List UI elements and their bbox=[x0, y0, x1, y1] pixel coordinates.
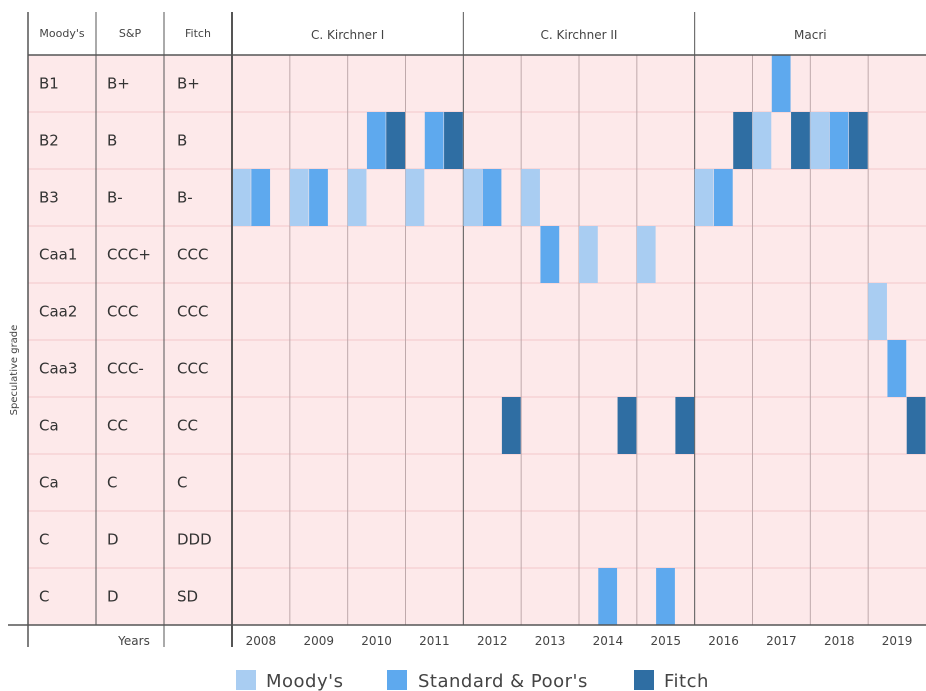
rating-mark-moody-s-2008 bbox=[232, 169, 251, 226]
legend-label-moody-s: Moody's bbox=[266, 671, 343, 691]
rating-mark-fitch-2010 bbox=[386, 112, 405, 169]
agency-header: Fitch bbox=[185, 27, 211, 40]
rating-mark-standard-poor-s-2015 bbox=[656, 568, 675, 625]
rating-label: D bbox=[107, 531, 119, 549]
rating-mark-fitch-2017 bbox=[791, 112, 810, 169]
rating-mark-standard-poor-s-2011 bbox=[424, 112, 444, 169]
rating-mark-fitch-2014 bbox=[617, 397, 637, 454]
year-tick-label: 2008 bbox=[246, 634, 277, 648]
rating-mark-moody-s-2012 bbox=[463, 169, 483, 226]
year-tick-label: 2019 bbox=[882, 634, 913, 648]
rating-mark-moody-s-2018 bbox=[810, 112, 830, 169]
rating-mark-moody-s-2019 bbox=[868, 283, 887, 340]
rating-label: B bbox=[177, 132, 187, 150]
year-tick-label: 2018 bbox=[824, 634, 855, 648]
year-tick-label: 2010 bbox=[361, 634, 392, 648]
rating-label: B+ bbox=[177, 75, 200, 93]
rating-mark-fitch-2011 bbox=[444, 112, 463, 169]
rating-label: Caa2 bbox=[39, 303, 77, 321]
legend-label-standard-poor-s: Standard & Poor's bbox=[418, 671, 588, 691]
agency-header: S&P bbox=[119, 27, 142, 40]
rating-mark-standard-poor-s-2018 bbox=[829, 112, 849, 169]
year-tick-label: 2012 bbox=[477, 634, 508, 648]
rating-label: Caa3 bbox=[39, 360, 77, 378]
legend-label-fitch: Fitch bbox=[664, 671, 709, 691]
rating-mark-standard-poor-s-2013 bbox=[540, 226, 560, 283]
rating-label: B bbox=[107, 132, 117, 150]
rating-label: DDD bbox=[177, 531, 212, 549]
rating-mark-moody-s-2009 bbox=[289, 169, 309, 226]
year-tick-label: 2009 bbox=[303, 634, 334, 648]
rating-label: B1 bbox=[39, 75, 59, 93]
legend-swatch-moody-s bbox=[236, 670, 256, 690]
rating-label: SD bbox=[177, 588, 198, 606]
rating-label: C bbox=[39, 531, 49, 549]
rating-mark-moody-s-2011 bbox=[405, 169, 425, 226]
rating-label: C bbox=[107, 474, 117, 492]
rating-label: B+ bbox=[107, 75, 130, 93]
rating-label: B2 bbox=[39, 132, 59, 150]
year-tick-label: 2015 bbox=[650, 634, 681, 648]
rating-mark-standard-poor-s-2017 bbox=[771, 55, 791, 112]
rating-label: Caa1 bbox=[39, 246, 77, 264]
rating-label: B- bbox=[107, 189, 123, 207]
rating-mark-standard-poor-s-2010 bbox=[366, 112, 386, 169]
years-label: Years bbox=[117, 634, 150, 648]
rating-label: CCC+ bbox=[107, 246, 151, 264]
rating-label: CC bbox=[177, 417, 198, 435]
rating-label: Ca bbox=[39, 417, 59, 435]
legend-swatch-fitch bbox=[634, 670, 654, 690]
rating-mark-standard-poor-s-2012 bbox=[482, 169, 502, 226]
period-label: C. Kirchner I bbox=[311, 28, 384, 42]
rating-label: CC bbox=[107, 417, 128, 435]
year-tick-label: 2011 bbox=[419, 634, 450, 648]
rating-mark-fitch-2018 bbox=[848, 112, 868, 169]
chart-labels: Moody's S&P Fitch C. Kirchner I C. Kirchner … bbox=[9, 27, 912, 648]
rating-mark-moody-s-2014 bbox=[579, 226, 598, 283]
year-tick-label: 2016 bbox=[708, 634, 739, 648]
rating-marks bbox=[232, 55, 926, 625]
grid-lines bbox=[28, 12, 926, 625]
rating-mark-fitch-2015 bbox=[675, 397, 695, 454]
rating-mark-moody-s-2010 bbox=[347, 169, 367, 226]
rating-mark-moody-s-2017 bbox=[752, 112, 772, 169]
rating-label: CCC bbox=[107, 303, 138, 321]
rating-mark-standard-poor-s-2008 bbox=[251, 169, 271, 226]
rating-label: CCC- bbox=[107, 360, 144, 378]
rating-mark-fitch-2019 bbox=[906, 397, 926, 454]
rating-label: CCC bbox=[177, 246, 208, 264]
side-axis-label: Speculative grade bbox=[9, 325, 20, 416]
agency-header: Moody's bbox=[39, 27, 84, 40]
rating-label: B3 bbox=[39, 189, 59, 207]
chart-legend: Moody's Standard & Poor's Fitch bbox=[236, 670, 709, 691]
chart-frame bbox=[8, 12, 926, 647]
rating-mark-standard-poor-s-2009 bbox=[309, 169, 328, 226]
rating-label: C bbox=[177, 474, 187, 492]
rating-mark-standard-poor-s-2014 bbox=[598, 568, 618, 625]
rating-mark-fitch-2016 bbox=[733, 112, 752, 169]
rating-label: B- bbox=[177, 189, 193, 207]
period-label: C. Kirchner II bbox=[541, 28, 618, 42]
year-tick-label: 2014 bbox=[593, 634, 624, 648]
rating-mark-standard-poor-s-2019 bbox=[887, 340, 907, 397]
year-tick-label: 2017 bbox=[766, 634, 797, 648]
rating-mark-moody-s-2013 bbox=[521, 169, 540, 226]
rating-label: D bbox=[107, 588, 119, 606]
rating-mark-moody-s-2015 bbox=[636, 226, 656, 283]
legend-swatch-standard-poor-s bbox=[387, 670, 407, 690]
rating-label: Ca bbox=[39, 474, 59, 492]
rating-label: CCC bbox=[177, 360, 208, 378]
rating-mark-moody-s-2016 bbox=[694, 169, 714, 226]
period-label: Macri bbox=[794, 28, 827, 42]
year-tick-label: 2013 bbox=[535, 634, 566, 648]
rating-mark-fitch-2012 bbox=[501, 397, 521, 454]
rating-mark-standard-poor-s-2016 bbox=[713, 169, 733, 226]
rating-label: C bbox=[39, 588, 49, 606]
rating-label: CCC bbox=[177, 303, 208, 321]
